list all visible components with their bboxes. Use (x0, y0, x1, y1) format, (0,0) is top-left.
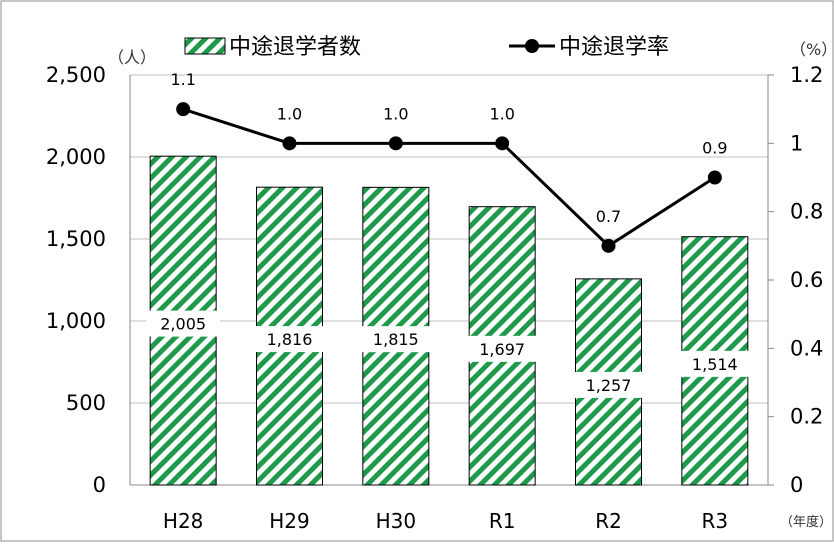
bar-value-text: 1,816 (267, 330, 313, 349)
bar-value-text: 1,815 (373, 330, 419, 349)
bar-value-label: 1,815 (358, 326, 433, 353)
rate-point (601, 238, 616, 253)
rate-value-label: 1.1 (170, 70, 195, 89)
x-tick-label: H30 (376, 509, 417, 533)
legend-item-line: 中途退学率 (509, 35, 669, 60)
axes: 0 500 1,000 1,500 2,000 2,500 0 0.2 0.4 0.6 0.8 1 1.… (46, 40, 834, 533)
y2-tick-label: 1.2 (790, 63, 823, 87)
rate-value-label: 1.0 (489, 104, 514, 123)
y-unit-label: （人） (108, 48, 156, 67)
y-tick-label: 1,000 (46, 309, 106, 333)
y2-tick-label: 0.8 (790, 200, 823, 224)
bar-value-label: 2,005 (146, 310, 221, 337)
legend-bar-label: 中途退学者数 (229, 35, 361, 60)
bar-label-bg (465, 335, 540, 362)
rate-point (495, 136, 510, 151)
bar-value-label: 1,257 (571, 371, 646, 398)
bar-value-text: 2,005 (160, 315, 206, 334)
y-tick-label: 0 (93, 473, 106, 497)
line-series (176, 102, 722, 253)
bar-label-bg (571, 371, 646, 398)
rate-point (176, 102, 191, 117)
bar-value-label: 1,816 (252, 326, 327, 353)
legend-line-label: 中途退学率 (559, 35, 669, 60)
x-tick-label: R1 (489, 509, 516, 533)
x-tick-label: R3 (702, 509, 729, 533)
legend: 中途退学者数 中途退学率 (184, 35, 669, 60)
legend-bar-swatch (184, 37, 226, 55)
x-unit-label: （年度） (780, 514, 832, 530)
legend-line-marker (525, 39, 539, 53)
rate-value-label: 1.0 (383, 104, 408, 123)
y2-tick-label: 0.4 (790, 336, 823, 360)
y-tick-label: 2,000 (46, 145, 106, 169)
bar-label-bg (677, 350, 752, 377)
bar-label-bg (146, 310, 221, 337)
bar-value-label: 1,697 (465, 335, 540, 362)
x-tick-label: H29 (269, 509, 310, 533)
rate-point (282, 136, 297, 151)
bar-label-bg (252, 326, 327, 353)
legend-item-bar: 中途退学者数 (184, 35, 361, 60)
bar-value-text: 1,257 (586, 376, 632, 395)
x-tick-label: H28 (163, 509, 204, 533)
rate-value-label: 1.0 (277, 104, 302, 123)
grid-lines (130, 74, 768, 404)
rate-point (388, 136, 403, 151)
bar-label-bg (358, 326, 433, 353)
bar-value-text: 1,514 (692, 355, 738, 374)
y2-tick-label: 1 (790, 131, 803, 155)
y2-unit-label: （%） (790, 40, 834, 59)
y-tick-label: 1,500 (46, 227, 106, 251)
y2-tick-label: 0.6 (790, 268, 823, 292)
data-labels: 2,005 1,816 1,815 1,697 1,257 1,514 1.1 1.0 1.0 1… (146, 70, 752, 398)
y2-tick-label: 0.2 (790, 405, 823, 429)
rate-point (707, 170, 722, 185)
y-tick-label: 2,500 (46, 63, 106, 87)
bar-value-label: 1,514 (677, 350, 752, 377)
y-tick-label: 500 (66, 391, 106, 415)
rate-line (182, 107, 716, 248)
rate-value-label: 0.9 (702, 139, 727, 158)
y2-tick-label: 0 (790, 473, 803, 497)
bar-value-text: 1,697 (479, 340, 525, 359)
rate-value-label: 0.7 (596, 207, 621, 226)
x-tick-label: R2 (595, 509, 622, 533)
